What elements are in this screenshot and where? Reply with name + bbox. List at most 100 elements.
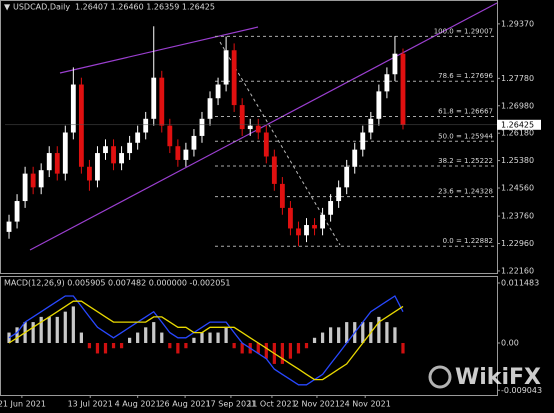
x-tick-label: 2 Nov 2021: [294, 400, 340, 409]
x-tick-label: 4 Aug 2021: [115, 400, 161, 409]
macd-histogram-bar: [31, 322, 35, 344]
x-tick-label: 13 Jul 2021: [68, 400, 113, 409]
candle-body: [255, 125, 261, 133]
candle-body: [54, 153, 60, 174]
macd-histogram-bar: [208, 332, 212, 344]
macd-histogram-bar: [337, 327, 341, 344]
x-tick-label: 21 Jun 2021: [0, 400, 46, 409]
macd-histogram-bar: [385, 322, 389, 344]
watermark: WikiFX: [428, 365, 541, 390]
candle-body: [368, 118, 374, 133]
candle-body: [183, 149, 189, 160]
candle-body: [271, 156, 277, 184]
macd-histogram-bar: [136, 332, 140, 344]
candle-body: [46, 153, 52, 171]
fib-label: 78.6 = 1.27696: [438, 72, 493, 80]
candle-body: [344, 166, 350, 188]
macd-histogram-bar: [15, 327, 19, 344]
macd-histogram-bar: [39, 316, 43, 344]
candle-body: [296, 228, 301, 236]
candle-body: [199, 118, 205, 136]
y-tick-label: 1.29370: [501, 19, 534, 28]
trend-line: [59, 26, 259, 74]
macd-histogram-bar: [304, 343, 309, 349]
macd-histogram-bar: [119, 343, 124, 349]
candle-body: [191, 135, 197, 150]
candle-body: [30, 173, 36, 188]
candle-body: [135, 132, 141, 143]
candle-body: [312, 225, 317, 229]
candle-body: [78, 84, 84, 167]
macd-line: [8, 300, 404, 381]
macd-histogram-bar: [55, 316, 59, 344]
macd-histogram-bar: [240, 343, 244, 354]
candle-body: [328, 201, 334, 215]
candle-body: [159, 77, 165, 126]
x-tick-label: 17 Sep 2021: [206, 400, 257, 409]
macd-histogram-bar: [224, 327, 228, 344]
candle-body: [392, 53, 398, 75]
candle-body: [207, 98, 213, 119]
candle-body: [111, 146, 116, 164]
macd-histogram-bar: [160, 332, 164, 344]
trend-line: [29, 2, 498, 251]
macd-histogram-bar: [393, 327, 397, 344]
y-tick-label: 0.00: [501, 339, 519, 348]
candle-body: [70, 84, 76, 133]
current-price-label: 1.26425: [501, 120, 534, 129]
macd-histogram-bar: [111, 343, 116, 349]
macd-histogram-bar: [320, 332, 325, 344]
candle-body: [336, 187, 342, 202]
chart-subtitle: 1.26407 1.26460 1.26359 1.26425: [75, 3, 215, 12]
candle-body: [215, 84, 221, 99]
macd-histogram-bar: [87, 343, 92, 349]
macd-histogram-bar: [296, 343, 301, 354]
candle-body: [151, 77, 157, 119]
macd-histogram-bar: [361, 322, 365, 344]
macd-line: [8, 295, 404, 386]
macd-histogram-bar: [95, 343, 100, 354]
macd-histogram-bar: [345, 322, 349, 344]
candle-body: [288, 207, 293, 229]
macd-panel-frame: [0, 276, 498, 396]
macd-histogram-bar: [144, 327, 148, 344]
macd-histogram-bar: [232, 343, 236, 349]
macd-histogram-bar: [192, 337, 196, 344]
candle-body: [279, 183, 285, 208]
candle-body: [119, 153, 124, 164]
watermark-text: WikiFX: [455, 365, 541, 390]
macd-histogram-bar: [79, 332, 83, 344]
fib-label: 0.0 = 1.22882: [443, 237, 493, 245]
candle-body: [95, 153, 100, 181]
y-tick-label: 0.011483: [501, 279, 539, 288]
macd-histogram-bar: [264, 343, 268, 359]
candle-body: [175, 146, 181, 160]
x-tick-label: 26 Aug 2021: [159, 400, 210, 409]
candle-body: [352, 149, 358, 167]
candle-body: [167, 125, 173, 147]
macd-histogram-bar: [329, 327, 333, 344]
menu-arrow[interactable]: ▼: [4, 3, 11, 12]
fib-label: 38.2 = 1.25222: [438, 157, 493, 165]
candle-body: [223, 50, 229, 85]
fib-label: 100.0 = 1.29007: [434, 27, 493, 35]
candle-body: [384, 74, 390, 92]
candle-body: [376, 91, 382, 119]
macd-histogram-bar: [256, 343, 260, 354]
fib-label: 23.6 = 1.24328: [438, 188, 493, 196]
y-tick-label: 1.26180: [501, 129, 534, 138]
y-tick-label: 1.22160: [501, 266, 534, 275]
y-tick-label: 1.27780: [501, 74, 534, 83]
candle-body: [143, 118, 149, 133]
candle-body: [263, 132, 269, 157]
candle-body: [304, 225, 309, 236]
macd-histogram-bar: [184, 343, 188, 349]
y-tick-label: 1.25380: [501, 156, 534, 165]
macd-histogram-bar: [103, 343, 108, 354]
macd-histogram-bar: [312, 337, 317, 344]
macd-histogram-bar: [200, 332, 204, 344]
candle-body: [360, 132, 366, 150]
